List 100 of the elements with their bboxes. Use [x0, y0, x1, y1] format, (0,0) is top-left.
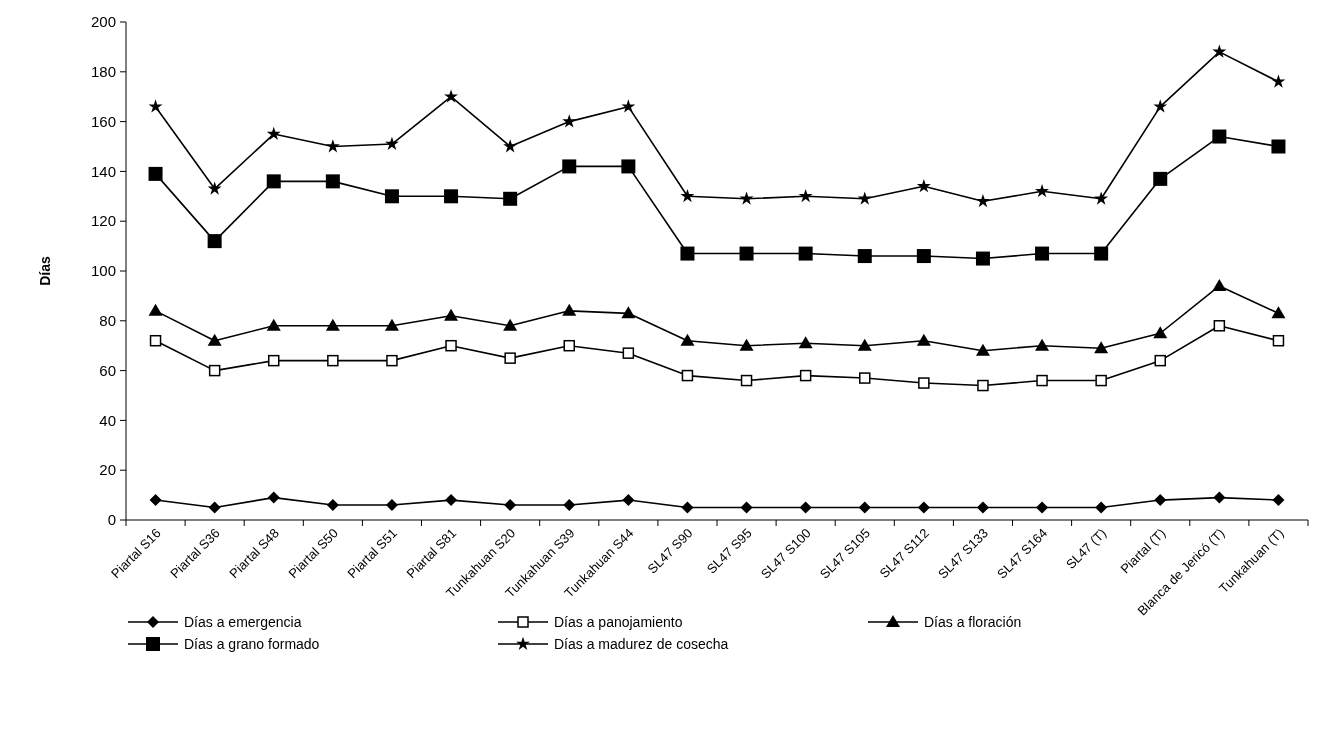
point	[445, 339, 457, 352]
point	[739, 338, 754, 351]
point	[1213, 320, 1226, 332]
y-tick-label: 100	[90, 262, 116, 280]
point	[799, 501, 812, 514]
point	[739, 191, 754, 205]
point	[680, 188, 695, 203]
point	[208, 501, 221, 514]
point	[918, 377, 930, 389]
point	[976, 501, 989, 514]
point	[266, 318, 281, 331]
point	[386, 354, 398, 367]
point	[207, 234, 222, 249]
legend-label: Días a grano formado	[184, 635, 320, 652]
point	[1271, 306, 1286, 319]
point	[1212, 278, 1227, 291]
point	[622, 347, 635, 359]
legend-label: Días a emergencia	[184, 613, 302, 630]
point	[622, 494, 635, 507]
point	[621, 159, 636, 174]
point	[148, 99, 163, 113]
point	[1212, 129, 1227, 144]
point	[916, 179, 931, 193]
point	[562, 303, 577, 316]
point	[1154, 494, 1167, 507]
point	[444, 89, 458, 103]
point	[1094, 191, 1109, 205]
point	[798, 336, 813, 349]
point	[1153, 171, 1168, 186]
point	[563, 499, 576, 512]
point	[976, 193, 990, 208]
point	[740, 374, 753, 387]
point	[207, 333, 222, 346]
point	[149, 334, 162, 347]
point	[444, 308, 459, 321]
point	[326, 499, 339, 512]
point	[857, 249, 872, 264]
point	[504, 352, 516, 364]
point	[977, 379, 989, 392]
y-axis-title: Días	[37, 256, 53, 286]
y-tick-label: 80	[99, 312, 116, 330]
point	[503, 139, 518, 153]
point	[917, 501, 930, 514]
point	[325, 318, 340, 331]
point	[504, 499, 517, 512]
point	[325, 139, 340, 153]
point	[266, 174, 281, 189]
y-tick-label: 20	[99, 461, 116, 479]
point	[325, 174, 340, 189]
point	[1153, 99, 1168, 113]
point	[1036, 374, 1048, 387]
point	[975, 251, 990, 266]
y-tick-label: 180	[90, 63, 116, 81]
point	[680, 333, 695, 346]
point	[384, 318, 399, 331]
point	[266, 126, 281, 140]
point	[327, 354, 339, 367]
y-tick-label: 160	[90, 112, 116, 130]
point	[857, 191, 872, 205]
point	[1095, 501, 1108, 514]
point	[681, 369, 694, 382]
point	[740, 501, 753, 514]
point	[1272, 334, 1285, 347]
y-tick-label: 120	[90, 212, 116, 230]
point	[975, 343, 990, 356]
point	[503, 318, 518, 331]
point	[1153, 326, 1168, 339]
point	[681, 501, 694, 514]
point	[1035, 246, 1050, 261]
point	[385, 136, 399, 150]
point	[1035, 184, 1049, 198]
point	[621, 99, 636, 113]
point	[1271, 74, 1286, 88]
point	[148, 166, 163, 181]
point	[858, 501, 871, 514]
point	[563, 339, 575, 352]
point	[916, 333, 931, 346]
point	[621, 306, 636, 319]
point	[1094, 246, 1109, 261]
y-tick-label: 40	[99, 411, 116, 429]
point	[444, 189, 459, 204]
point	[1213, 491, 1226, 504]
point	[384, 189, 399, 204]
point	[148, 303, 163, 316]
y-tick-label: 200	[90, 13, 116, 31]
point	[445, 494, 458, 507]
point	[739, 246, 754, 261]
point	[208, 364, 221, 377]
y-tick-label: 0	[107, 511, 116, 529]
point	[916, 249, 931, 264]
point	[562, 114, 577, 128]
point	[268, 354, 280, 367]
point	[1036, 501, 1049, 514]
point	[1272, 494, 1285, 507]
point	[1154, 354, 1166, 367]
point	[562, 159, 577, 174]
point	[798, 246, 813, 261]
legend-label: Días a madurez de cosecha	[554, 635, 729, 652]
point	[680, 246, 695, 261]
legend-label: Días a floración	[924, 613, 1022, 630]
